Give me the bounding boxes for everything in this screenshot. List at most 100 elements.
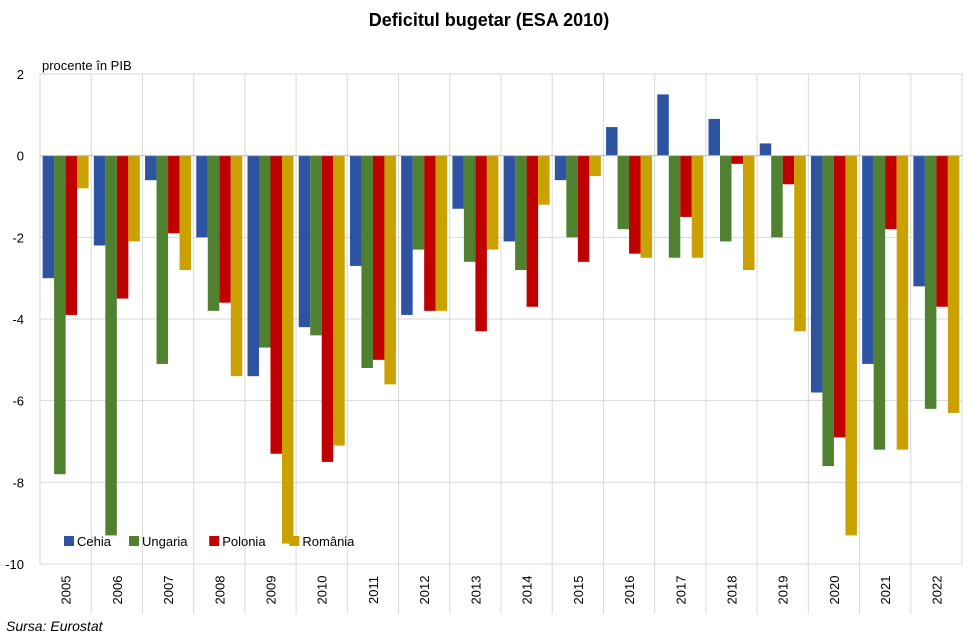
bar-cehia: [759, 143, 772, 156]
legend-swatch-ungaria: [129, 536, 139, 546]
x-tick-label: 2020: [827, 576, 842, 605]
bar-ungaria: [259, 155, 271, 348]
legend-label: Cehia: [77, 534, 112, 549]
bar-cehia: [145, 155, 157, 181]
bar-ungaria: [207, 155, 220, 311]
x-tick-label: 2014: [520, 576, 535, 605]
bar-românia: [282, 155, 294, 544]
bar-polonia: [168, 155, 180, 234]
x-tick-label: 2021: [878, 576, 893, 605]
bar-românia: [128, 155, 140, 242]
bar-cehia: [401, 155, 413, 315]
bar-românia: [435, 155, 448, 311]
x-tick-label: 2015: [571, 576, 586, 605]
y-axis-label: procente în PIB: [42, 58, 132, 73]
bar-polonia: [424, 155, 436, 311]
bar-cehia: [503, 155, 516, 242]
bar-românia: [947, 155, 960, 413]
bar-ungaria: [412, 155, 425, 250]
y-tick-label: 2: [17, 67, 24, 82]
bar-cehia: [862, 155, 874, 364]
bars-layer: [42, 94, 960, 544]
bar-românia: [896, 155, 909, 450]
x-tick-label: 2016: [622, 576, 637, 605]
x-tick-label: 2012: [417, 576, 432, 605]
bar-românia: [77, 155, 89, 189]
bar-cehia: [93, 155, 106, 246]
y-tick-label: -4: [12, 312, 24, 327]
bar-polonia: [219, 155, 231, 303]
plot-border: [39, 73, 963, 565]
bar-cehia: [606, 127, 618, 156]
bar-cehia: [42, 155, 55, 279]
bar-cehia: [913, 155, 925, 287]
bar-ungaria: [463, 155, 476, 262]
bar-polonia: [577, 155, 590, 262]
bar-ungaria: [617, 155, 630, 230]
x-tick-label: 2018: [725, 576, 740, 605]
bar-ungaria: [156, 155, 169, 364]
bar-cehia: [349, 155, 362, 266]
bar-polonia: [321, 155, 334, 462]
x-tick-label: 2008: [212, 576, 227, 605]
bar-românia: [794, 155, 806, 332]
y-tick-label: -2: [12, 230, 24, 245]
bar-ungaria: [566, 155, 578, 238]
bar-românia: [640, 155, 653, 258]
bar-cehia: [554, 155, 567, 181]
bar-polonia: [65, 155, 78, 315]
bar-românia: [333, 155, 345, 446]
bar-ungaria: [924, 155, 937, 409]
x-tick-label: 2009: [264, 576, 279, 605]
axes-layer: 2 0 -2 -4 -6 -8 -10 2005 2006 2007 2008 2009 2010 201…: [5, 67, 962, 604]
x-tick-label: 2013: [468, 576, 483, 605]
bar-cehia: [298, 155, 311, 328]
y-tick-label: -6: [12, 394, 24, 409]
bar-ungaria: [822, 155, 834, 466]
bar-polonia: [270, 155, 282, 454]
y-tick-label: -10: [5, 557, 24, 572]
bar-românia: [589, 155, 601, 177]
bar-polonia: [629, 155, 641, 254]
bar-românia: [743, 155, 755, 270]
bar-polonia: [116, 155, 129, 299]
bar-românia: [384, 155, 396, 385]
bar-polonia: [680, 155, 692, 217]
x-tick-label: 2019: [776, 576, 791, 605]
bar-ungaria: [720, 155, 732, 242]
bar-polonia: [782, 155, 795, 185]
bar-românia: [486, 155, 499, 250]
x-tick-label: 2017: [673, 576, 688, 605]
x-tick-label: 2022: [929, 576, 944, 605]
legend-swatch-cehia: [64, 536, 74, 546]
source-note: Sursa: Eurostat: [6, 618, 103, 634]
bar-ungaria: [105, 155, 117, 536]
bar-polonia: [372, 155, 385, 360]
x-tick-label: 2006: [110, 576, 125, 605]
bar-polonia: [936, 155, 948, 307]
bar-românia: [179, 155, 192, 270]
bar-ungaria: [515, 155, 527, 270]
bar-cehia: [810, 155, 823, 393]
legend-swatch-polonia: [209, 536, 220, 546]
legend: Cehia Ungaria Polonia România: [64, 534, 355, 549]
bar-românia: [691, 155, 704, 258]
legend-label: Polonia: [222, 534, 266, 549]
y-tick-label: 0: [17, 149, 24, 164]
bar-ungaria: [873, 155, 886, 450]
bar-cehia: [708, 118, 720, 156]
grid-layer: [39, 73, 963, 614]
x-tick-label: 2010: [315, 576, 330, 605]
bar-românia: [538, 155, 550, 205]
chart-title: Deficitul bugetar (ESA 2010): [368, 10, 610, 30]
bar-polonia: [475, 155, 487, 332]
bar-cehia: [452, 155, 464, 209]
y-tick-label: -8: [12, 475, 24, 490]
bar-cehia: [657, 94, 669, 156]
bar-românia: [230, 155, 243, 377]
legend-label: România: [302, 534, 355, 549]
bar-ungaria: [310, 155, 322, 336]
bar-cehia: [196, 155, 208, 238]
x-tick-label: 2007: [161, 576, 176, 605]
